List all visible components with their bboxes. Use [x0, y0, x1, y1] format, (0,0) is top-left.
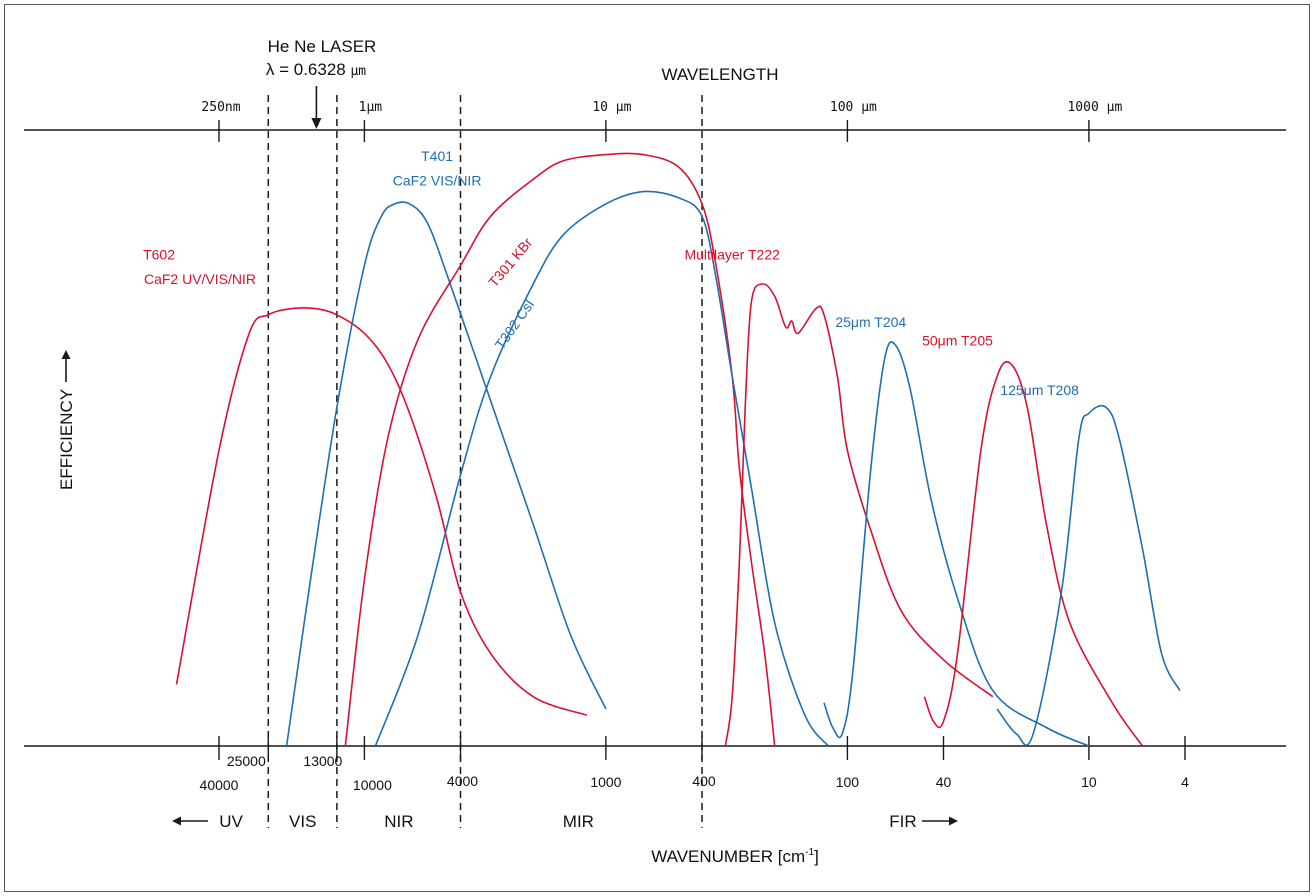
curve-50-m-t205	[923, 361, 1144, 747]
region-label-vis: VIS	[289, 812, 316, 831]
curve-25-m-t204	[823, 341, 1090, 747]
wavelength-ticks: 250nm 1μm 10 μm 100 μm 1000 μm	[201, 100, 1122, 142]
curve-125-m-t208	[996, 404, 1181, 746]
curve-labels: T602 CaF2 UV/VIS/NIR T401 CaF2 VIS/NIR T301 …	[143, 148, 1079, 398]
region-boundaries	[267, 95, 703, 828]
x-axis-label: WAVENUMBER [cm-1]	[651, 847, 819, 866]
curve-t602	[175, 307, 588, 716]
curve-sublabel-t602: CaF2 UV/VIS/NIR	[144, 271, 256, 287]
laser-label: He Ne LASER	[268, 37, 377, 56]
y-axis-arrow-icon	[61, 350, 71, 359]
laser-wavelength: λ = 0.6328 μm	[266, 60, 366, 79]
wavelength-tick-label: 1μm	[359, 100, 383, 115]
left-arrow-icon	[172, 816, 181, 826]
curve-t301-kbr	[344, 152, 776, 747]
wavelength-tick-label: 250nm	[201, 100, 240, 115]
wavelength-tick-label: 10 μm	[592, 100, 631, 115]
wavelength-tick-label: 100 μm	[830, 100, 877, 115]
region-label-mir: MIR	[563, 812, 594, 831]
wavenumber-tick-label: 1000	[590, 774, 621, 790]
wavenumber-tick-label: 10000	[353, 777, 392, 793]
curve-label-t602: T602	[143, 246, 175, 262]
laser-arrow-icon	[311, 118, 322, 129]
curve-sublabel-t401: CaF2 VIS/NIR	[393, 172, 482, 188]
region-label-nir: NIR	[384, 812, 413, 831]
region-label-uv: UV	[219, 812, 243, 831]
curve-t302-csi	[374, 190, 829, 747]
curve-t401	[285, 201, 607, 747]
wavelength-tick-label: 1000 μm	[1067, 100, 1122, 115]
curve-label-25-m-t204: 25μm T204	[835, 314, 906, 330]
curve-label-t302-csi: T302 CsI	[492, 296, 538, 352]
efficiency-curves	[175, 152, 1181, 747]
right-arrow-icon	[949, 816, 958, 826]
wavenumber-tick-label: 4000	[447, 773, 478, 789]
y-axis-label-group: EFFICIENCY	[57, 350, 76, 490]
curve-label-t301-kbr: T301 KBr	[485, 234, 535, 290]
chart-title: WAVELENGTH	[661, 65, 778, 84]
region-label-fir: FIR	[889, 812, 916, 831]
curve-label-t401: T401	[421, 148, 453, 164]
curve-label-125-m-t208: 125μm T208	[1000, 382, 1079, 398]
laser-marker: He Ne LASER λ = 0.6328 μm	[266, 37, 376, 129]
wavenumber-tick-label: 25000	[227, 753, 266, 769]
curve-label-50-m-t205: 50μm T205	[922, 333, 993, 349]
wavenumber-tick-label: 400	[692, 773, 716, 789]
curve-multilayer-t222	[724, 283, 994, 747]
wavenumber-tick-label: 40000	[200, 777, 239, 793]
wavenumber-tick-label: 4	[1181, 774, 1189, 790]
wavenumber-tick-label: 10	[1081, 774, 1097, 790]
wavenumber-tick-label: 13000	[303, 753, 342, 769]
curve-label-multilayer-t222: Multilayer T222	[684, 246, 780, 262]
spectral-regions: UV VIS NIR MIR FIR	[172, 812, 958, 831]
wavenumber-tick-label: 100	[836, 774, 860, 790]
figure-frame	[4, 4, 1310, 892]
y-axis-label: EFFICIENCY	[57, 389, 76, 490]
wavenumber-ticks: 40000 25000 13000 10000 4000 1000 400 100 40 10 4	[200, 736, 1189, 793]
wavenumber-tick-label: 40	[936, 774, 952, 790]
